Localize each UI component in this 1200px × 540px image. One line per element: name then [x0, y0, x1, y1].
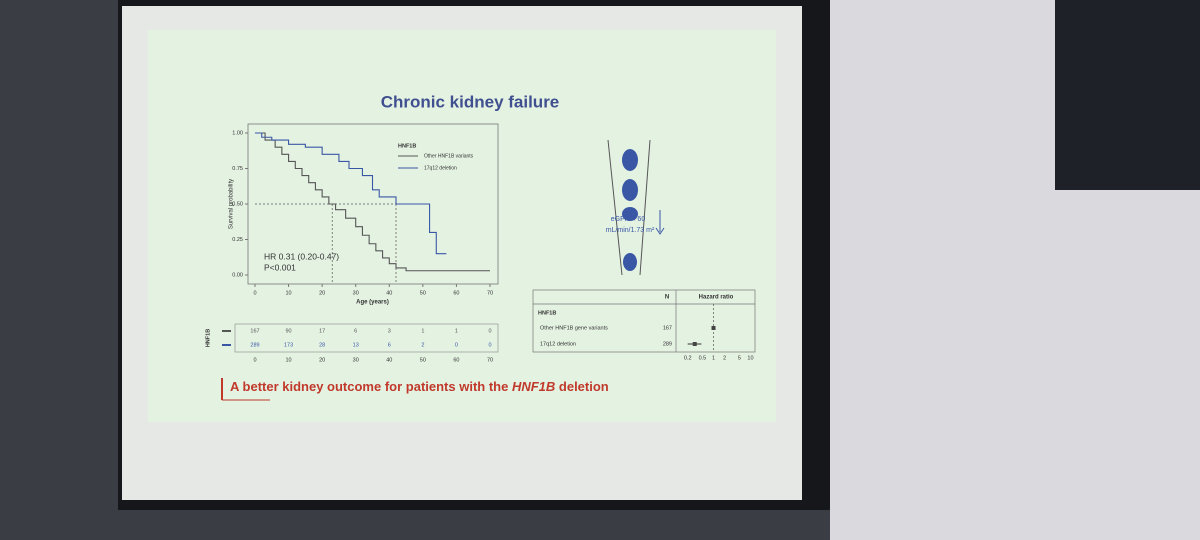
risk-table-label: HNF1B	[205, 329, 211, 347]
risk-count: 2	[421, 342, 424, 348]
forest-group: HNF1B	[538, 310, 556, 316]
survival-curve	[255, 132, 490, 272]
legend-title: HNF1B	[398, 143, 416, 149]
x-tick-label: 60	[453, 290, 459, 296]
kidney-icon	[623, 253, 637, 271]
conclusion-text: deletion	[555, 379, 609, 394]
legend-label: 17q12 deletion	[424, 165, 457, 171]
conclusion-text: A better kidney outcome for patients wit…	[230, 379, 512, 394]
x-axis-label: Age (years)	[356, 300, 389, 306]
door	[1055, 0, 1200, 190]
diagram-line	[607, 139, 623, 276]
y-tick-label: 0.25	[232, 237, 243, 243]
risk-tick-label: 0	[253, 357, 256, 363]
risk-tick-label: 70	[487, 357, 493, 363]
x-tick-label: 50	[420, 290, 426, 296]
forest-tick-label: 0.5	[699, 355, 707, 361]
risk-count: 0	[455, 342, 458, 348]
hr-point	[711, 326, 716, 330]
risk-count: 6	[354, 328, 357, 334]
annotation: HR 0.31 (0.20-0.47)	[264, 251, 339, 261]
diagram-line	[639, 139, 651, 276]
diagram-label: eGFR < 60	[611, 216, 646, 223]
forest-row-label: 17q12 deletion	[540, 341, 576, 347]
kidney-icon	[622, 207, 638, 221]
risk-count: 1	[421, 328, 424, 334]
risk-count: 289	[250, 342, 259, 348]
kidney-icon	[622, 179, 638, 201]
slide-title: Chronic kidney failure	[381, 92, 560, 111]
legend-label: Other HNF1B variants	[424, 153, 474, 159]
forest-tick-label: 2	[723, 355, 726, 361]
forest-tick-label: 5	[738, 355, 741, 361]
risk-count: 0	[488, 342, 491, 348]
diagram-label: mL/min/1.73 m²	[606, 227, 655, 234]
y-tick-label: 0.00	[232, 272, 243, 278]
y-tick-label: 0.50	[232, 201, 243, 207]
survival-curve	[255, 132, 447, 255]
x-tick-label: 70	[487, 290, 493, 296]
forest-frame	[532, 289, 756, 353]
x-tick-label: 40	[386, 290, 392, 296]
conclusion-emphasis: HNF1B	[512, 379, 555, 394]
arrow-head	[655, 227, 665, 235]
slide	[148, 30, 776, 422]
risk-count: 167	[250, 328, 259, 334]
risk-count: 1	[455, 328, 458, 334]
risk-tick-label: 50	[420, 357, 426, 363]
kidney-diagram	[607, 139, 665, 276]
y-axis-label: Survival probability	[229, 179, 235, 229]
risk-count: 3	[388, 328, 391, 334]
forest-header: Hazard ratio	[699, 295, 734, 301]
forest-row-label: Other HNF1B gene variants	[540, 325, 608, 331]
forest-tick-label: 0.2	[684, 355, 692, 361]
risk-tick-label: 30	[353, 357, 359, 363]
risk-count: 173	[284, 342, 293, 348]
risk-count: 13	[353, 342, 359, 348]
forest-n: 167	[663, 325, 672, 331]
risk-count: 0	[488, 328, 491, 334]
risk-tick-label: 60	[453, 357, 459, 363]
x-tick-label: 0	[253, 290, 256, 296]
y-tick-label: 1.00	[232, 130, 243, 136]
kidney-icon	[622, 149, 638, 171]
annotation: P<0.001	[264, 262, 296, 272]
y-tick-label: 0.75	[232, 166, 243, 172]
risk-tick-label: 20	[319, 357, 325, 363]
risk-count: 90	[286, 328, 292, 334]
x-tick-label: 20	[319, 290, 325, 296]
x-tick-label: 30	[353, 290, 359, 296]
risk-tick-label: 10	[286, 357, 292, 363]
risk-tick-label: 40	[386, 357, 392, 363]
risk-count: 6	[388, 342, 391, 348]
forest-tick-label: 1	[712, 355, 715, 361]
risk-count: 17	[319, 328, 325, 334]
forest-n: 289	[663, 341, 672, 347]
hr-point	[692, 342, 697, 346]
risk-count: 28	[319, 342, 325, 348]
risk-table-frame	[234, 323, 499, 353]
conclusion: A better kidney outcome for patients wit…	[230, 379, 609, 394]
x-tick-label: 10	[286, 290, 292, 296]
forest-tick-label: 10	[747, 355, 753, 361]
forest-header: N	[665, 295, 669, 301]
